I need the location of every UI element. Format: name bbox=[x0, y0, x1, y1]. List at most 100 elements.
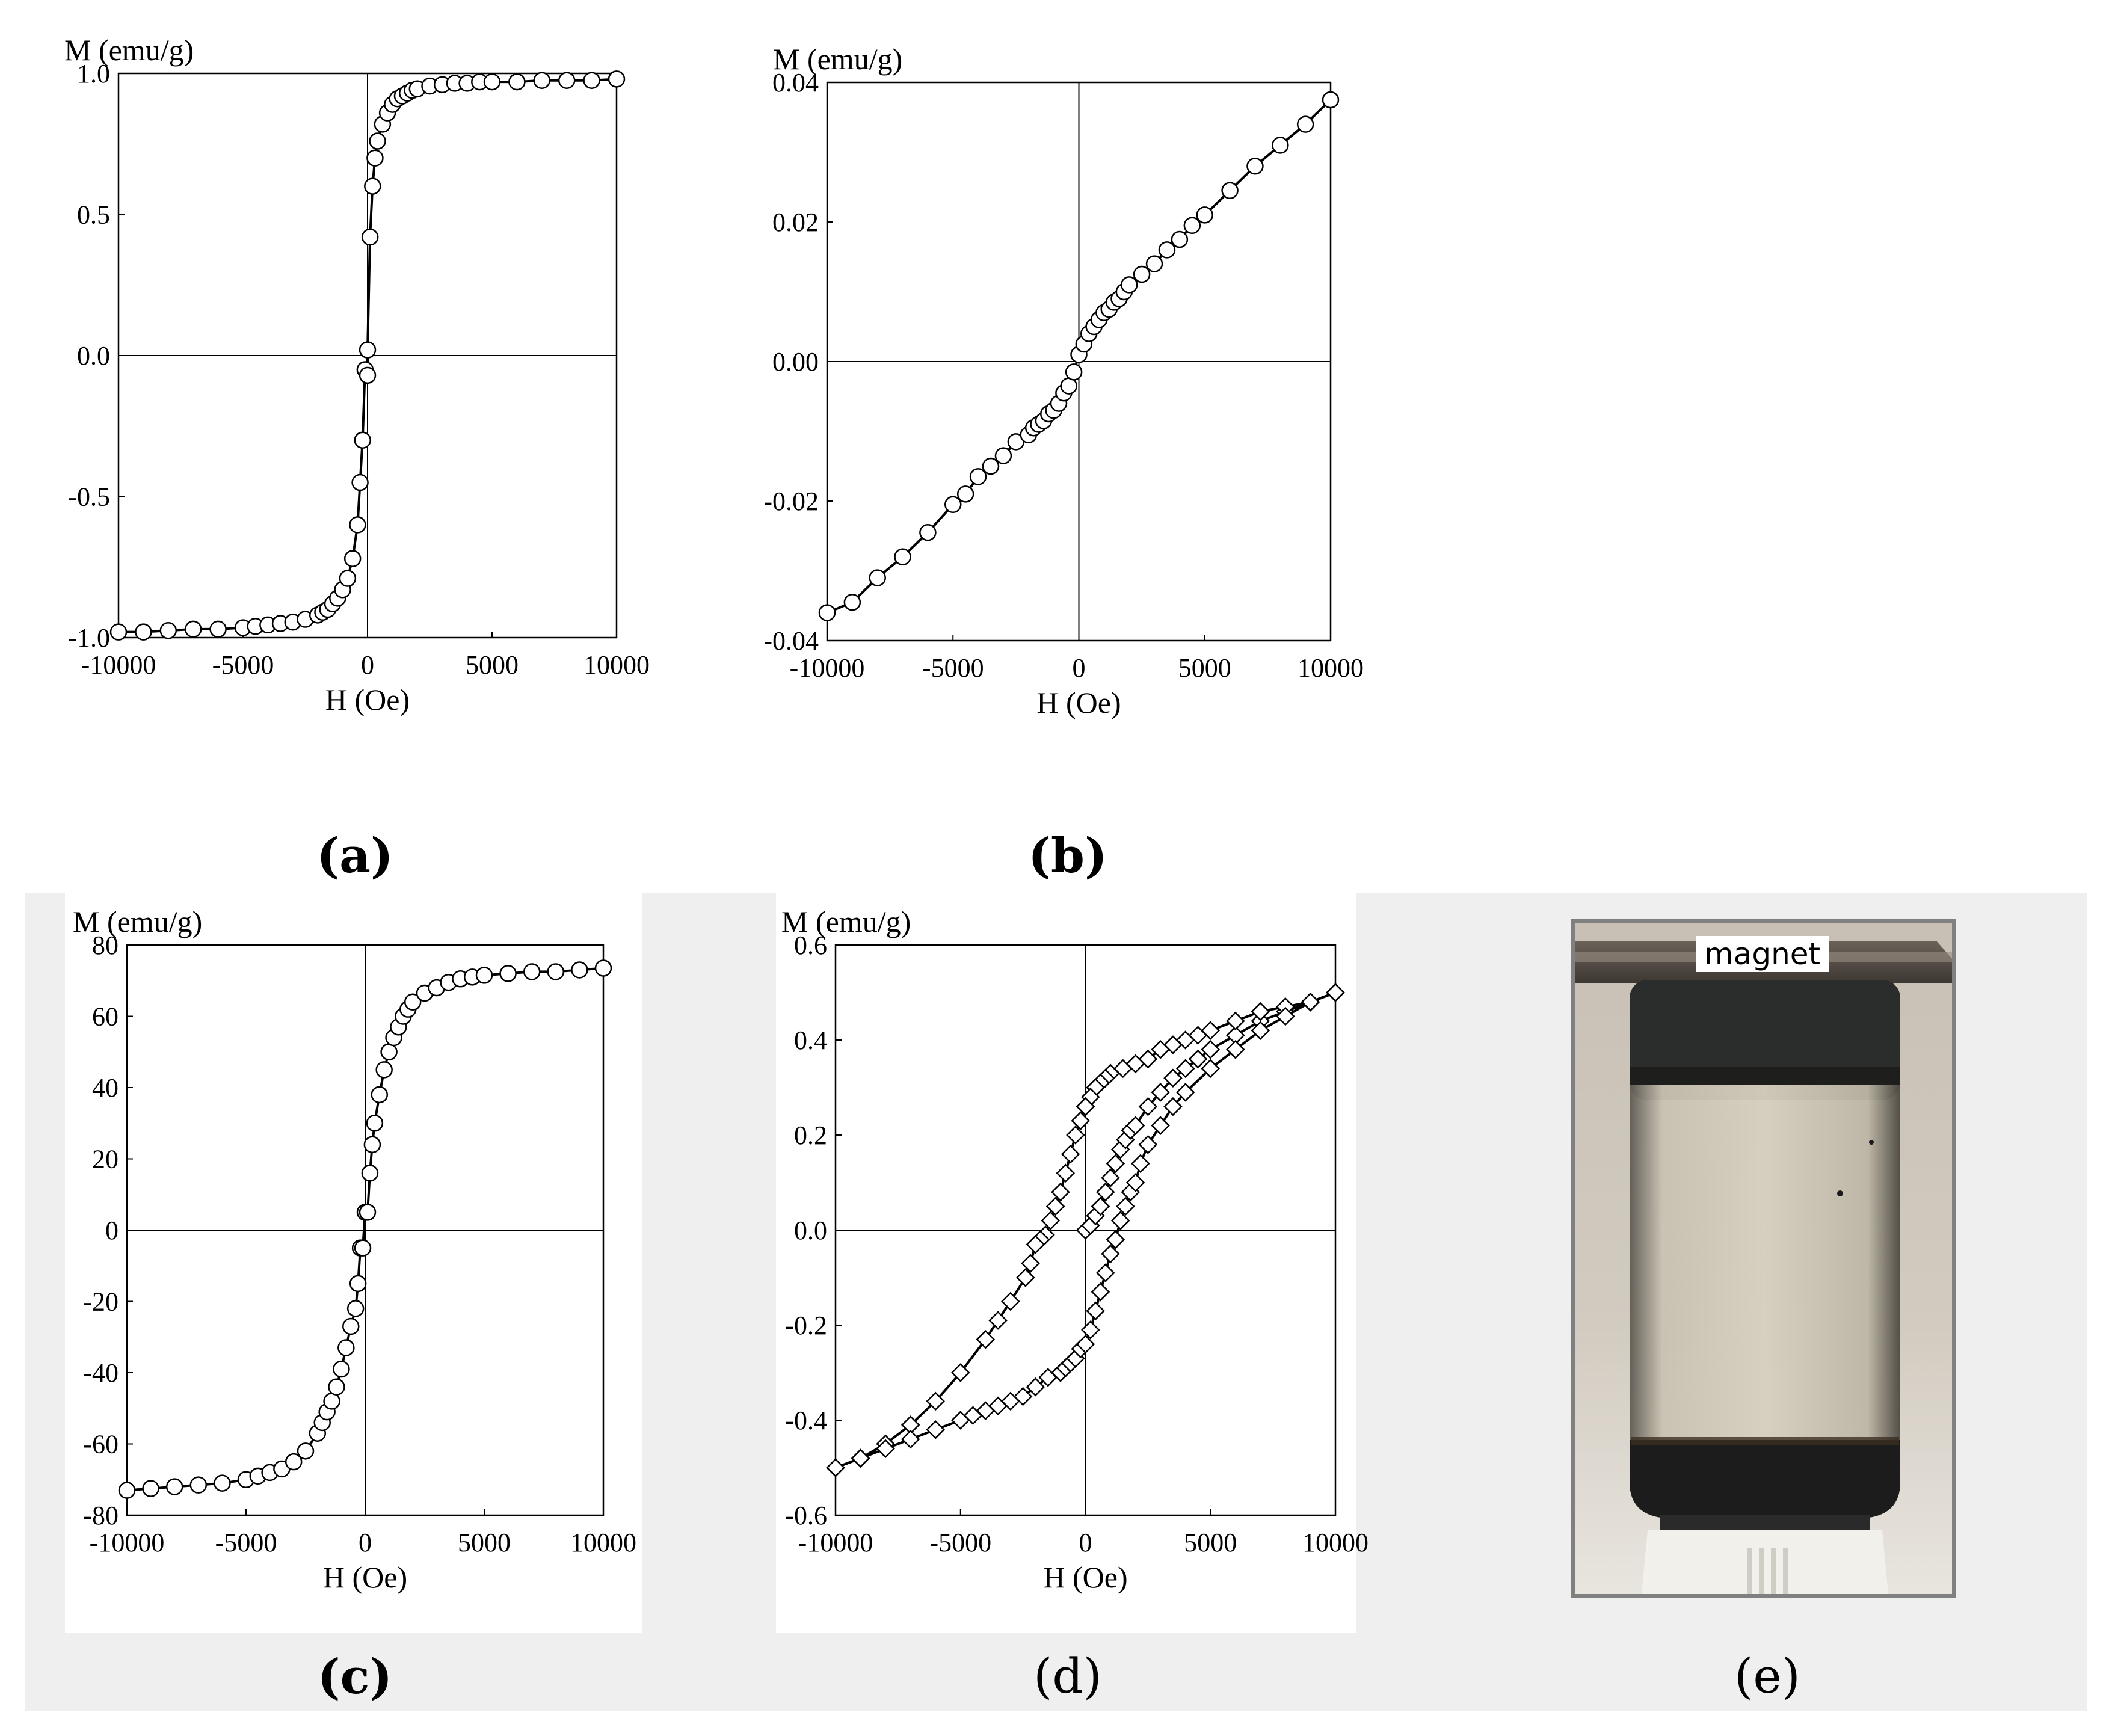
data-point bbox=[1013, 1387, 1033, 1406]
data-point bbox=[594, 959, 612, 977]
data-point bbox=[1091, 1282, 1110, 1302]
data-point bbox=[361, 1164, 379, 1182]
data-point bbox=[1251, 1021, 1270, 1040]
chart-svg-d: -10000 -5000 0 5000 10000 -0.6 -0.4 -0.2 0.0 0.2 0… bbox=[781, 905, 1368, 1594]
y-tick-label: -0.04 bbox=[763, 626, 819, 656]
data-point bbox=[1076, 1334, 1095, 1354]
data-point bbox=[1322, 91, 1340, 109]
data-point bbox=[297, 1442, 315, 1460]
data-point bbox=[346, 1300, 365, 1317]
y-tick-label: -1.0 bbox=[68, 623, 110, 653]
data-point bbox=[1175, 1083, 1195, 1102]
data-point bbox=[1026, 1234, 1045, 1254]
data-point bbox=[366, 1115, 384, 1132]
data-point bbox=[323, 1393, 340, 1410]
y-tick-label: -80 bbox=[83, 1501, 119, 1530]
x-tick-label: -10000 bbox=[790, 653, 865, 683]
data-point bbox=[366, 149, 384, 167]
data-point bbox=[184, 620, 202, 638]
panel-label-d: (d) bbox=[1033, 1648, 1102, 1704]
data-point bbox=[843, 593, 861, 611]
chart-svg-a: -10000 -5000 0 5000 10000 -1.0 -0.5 0.0 0.5 1.0 H … bbox=[64, 33, 650, 716]
x-axis-label: H (Oe) bbox=[323, 1560, 407, 1594]
data-point bbox=[349, 1275, 367, 1293]
x-tick-label: 0 bbox=[361, 650, 374, 680]
data-point bbox=[1101, 1244, 1120, 1264]
panel-label-a: (a) bbox=[316, 827, 393, 884]
data-point bbox=[1163, 1068, 1183, 1088]
y-axis-label: M (emu/g) bbox=[73, 905, 202, 938]
chart-d: -10000 -5000 0 5000 10000 -0.6 -0.4 -0.2 0.0 0.2 0… bbox=[776, 893, 1368, 1633]
data-point bbox=[1133, 265, 1151, 283]
y-tick-label: -40 bbox=[83, 1358, 119, 1388]
data-point bbox=[1001, 1291, 1020, 1311]
y-tick-label: -60 bbox=[83, 1430, 119, 1459]
data-point bbox=[1326, 983, 1345, 1002]
y-tick-label: -20 bbox=[83, 1287, 119, 1317]
data-point bbox=[969, 468, 987, 485]
data-point bbox=[876, 1439, 895, 1459]
data-point bbox=[1246, 157, 1264, 175]
data-point bbox=[869, 569, 886, 586]
data-point bbox=[1106, 1230, 1125, 1249]
y-tick-label: -0.4 bbox=[785, 1406, 827, 1435]
data-point bbox=[118, 1482, 136, 1499]
data-point bbox=[1041, 1211, 1061, 1230]
panel-label-e: (e) bbox=[1734, 1648, 1800, 1704]
data-point bbox=[359, 1204, 377, 1221]
data-point bbox=[1066, 1125, 1085, 1145]
data-point bbox=[1095, 1263, 1115, 1282]
data-point bbox=[1086, 1301, 1105, 1321]
data-point bbox=[988, 1311, 1008, 1330]
data-point bbox=[337, 1339, 355, 1356]
data-point bbox=[1061, 1144, 1080, 1164]
data-point bbox=[1125, 1173, 1145, 1192]
x-axis-label: H (Oe) bbox=[1043, 1560, 1127, 1594]
data-point bbox=[1106, 1154, 1125, 1174]
data-point bbox=[1276, 1006, 1295, 1026]
y-tick-label: 40 bbox=[92, 1073, 119, 1103]
x-tick-label: 10000 bbox=[583, 650, 650, 680]
chart-svg-c: -10000 -5000 0 5000 10000 -80 -60 -40 -20 0 20 40 60… bbox=[73, 905, 636, 1594]
data-point bbox=[1221, 182, 1239, 200]
x-tick-label: 0 bbox=[359, 1528, 372, 1557]
data-point bbox=[189, 1476, 208, 1494]
y-axis-label: M (emu/g) bbox=[781, 905, 911, 938]
data-point bbox=[1183, 217, 1201, 235]
data-point bbox=[359, 341, 377, 359]
data-point bbox=[1125, 1116, 1145, 1135]
data-point bbox=[982, 457, 1000, 475]
data-point bbox=[359, 366, 377, 384]
data-point bbox=[1158, 241, 1176, 259]
data-point bbox=[547, 963, 565, 980]
magnet-label: magnet bbox=[1696, 936, 1829, 972]
data-point bbox=[533, 72, 551, 89]
data-point bbox=[483, 73, 501, 91]
x-tick-label: -10000 bbox=[90, 1528, 165, 1557]
data-point bbox=[1091, 1196, 1110, 1216]
data-point bbox=[339, 570, 357, 587]
chart-svg-b: -10000 -5000 0 5000 10000 -0.04 -0.02 0.00 0.02 0… bbox=[763, 42, 1364, 719]
y-axis-label: M (emu/g) bbox=[64, 33, 194, 67]
data-point bbox=[333, 1360, 350, 1378]
series-line bbox=[1085, 991, 1336, 1231]
data-point bbox=[375, 1061, 393, 1079]
data-point bbox=[1016, 1268, 1035, 1287]
x-tick-label: -5000 bbox=[212, 650, 274, 680]
x-tick-label: 0 bbox=[1079, 1528, 1092, 1557]
data-point bbox=[1272, 137, 1289, 154]
data-point bbox=[1171, 230, 1189, 248]
data-point bbox=[1226, 1040, 1245, 1059]
y-tick-label: 0 bbox=[105, 1216, 119, 1245]
panel-label-b: (b) bbox=[1028, 827, 1107, 884]
data-point bbox=[1151, 1116, 1170, 1135]
data-point bbox=[354, 431, 371, 449]
data-point bbox=[1110, 1211, 1130, 1230]
data-point bbox=[1175, 1059, 1195, 1079]
data-point bbox=[380, 1043, 398, 1060]
data-point bbox=[1081, 1320, 1100, 1340]
y-tick-label: 0.00 bbox=[772, 347, 819, 377]
data-point bbox=[285, 1453, 303, 1471]
x-tick-label: 10000 bbox=[1302, 1528, 1368, 1557]
data-point bbox=[1051, 1183, 1070, 1202]
